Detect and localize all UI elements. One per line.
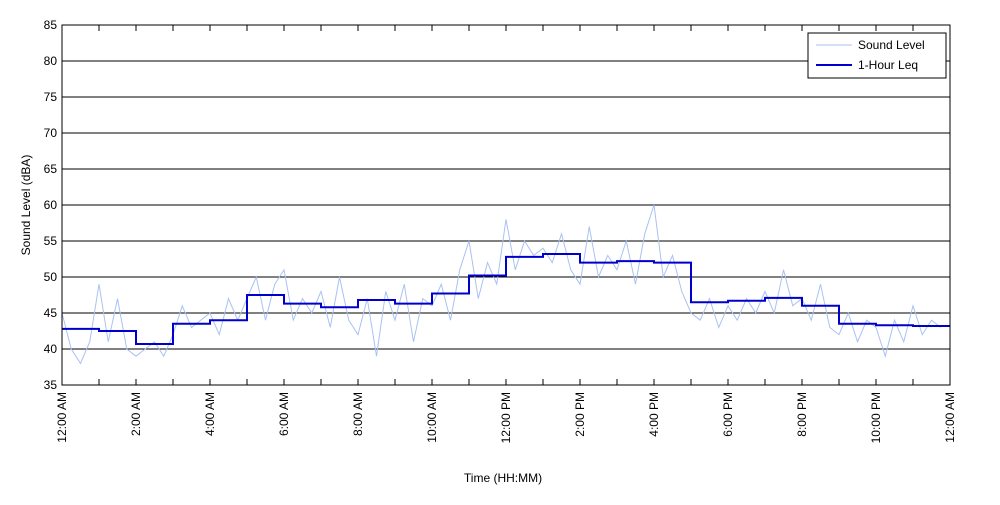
series-line <box>61 204 942 365</box>
x-tick-label: 10:00 PM <box>869 392 883 443</box>
x-tick-label: 2:00 PM <box>573 392 587 437</box>
x-tick-label: 4:00 AM <box>203 392 217 436</box>
plot-frame <box>61 24 951 386</box>
x-tick-label: 12:00 AM <box>943 392 957 443</box>
y-tick-label: 75 <box>44 90 58 104</box>
x-tick-label: 10:00 AM <box>425 392 439 443</box>
x-tick-label: 8:00 AM <box>351 392 365 436</box>
x-tick-label: 12:00 AM <box>55 392 69 443</box>
y-tick-label: 50 <box>44 270 58 284</box>
x-tick-label: 4:00 PM <box>647 392 661 437</box>
y-tick-label: 60 <box>44 198 58 212</box>
legend-label: Sound Level <box>858 38 925 52</box>
y-tick-label: 80 <box>44 54 58 68</box>
y-tick-label: 70 <box>44 126 58 140</box>
x-tick-label: 6:00 PM <box>721 392 735 437</box>
x-tick-label: 6:00 AM <box>277 392 291 436</box>
x-axis-label: Time (HH:MM) <box>464 471 542 485</box>
x-tick-label: 12:00 PM <box>499 392 513 443</box>
x-tick-label: 8:00 PM <box>795 392 809 437</box>
y-tick-label: 65 <box>44 162 58 176</box>
legend-box <box>807 32 947 79</box>
y-axis-label: Sound Level (dBA) <box>19 155 33 256</box>
y-tick-label: 35 <box>44 378 58 392</box>
x-tick-label: 2:00 AM <box>129 392 143 436</box>
y-tick-label: 40 <box>44 342 58 356</box>
legend-label: 1-Hour Leq <box>858 58 918 72</box>
y-tick-label: 45 <box>44 306 58 320</box>
y-tick-label: 55 <box>44 234 58 248</box>
y-tick-label: 85 <box>44 18 58 32</box>
series-line <box>62 252 950 345</box>
